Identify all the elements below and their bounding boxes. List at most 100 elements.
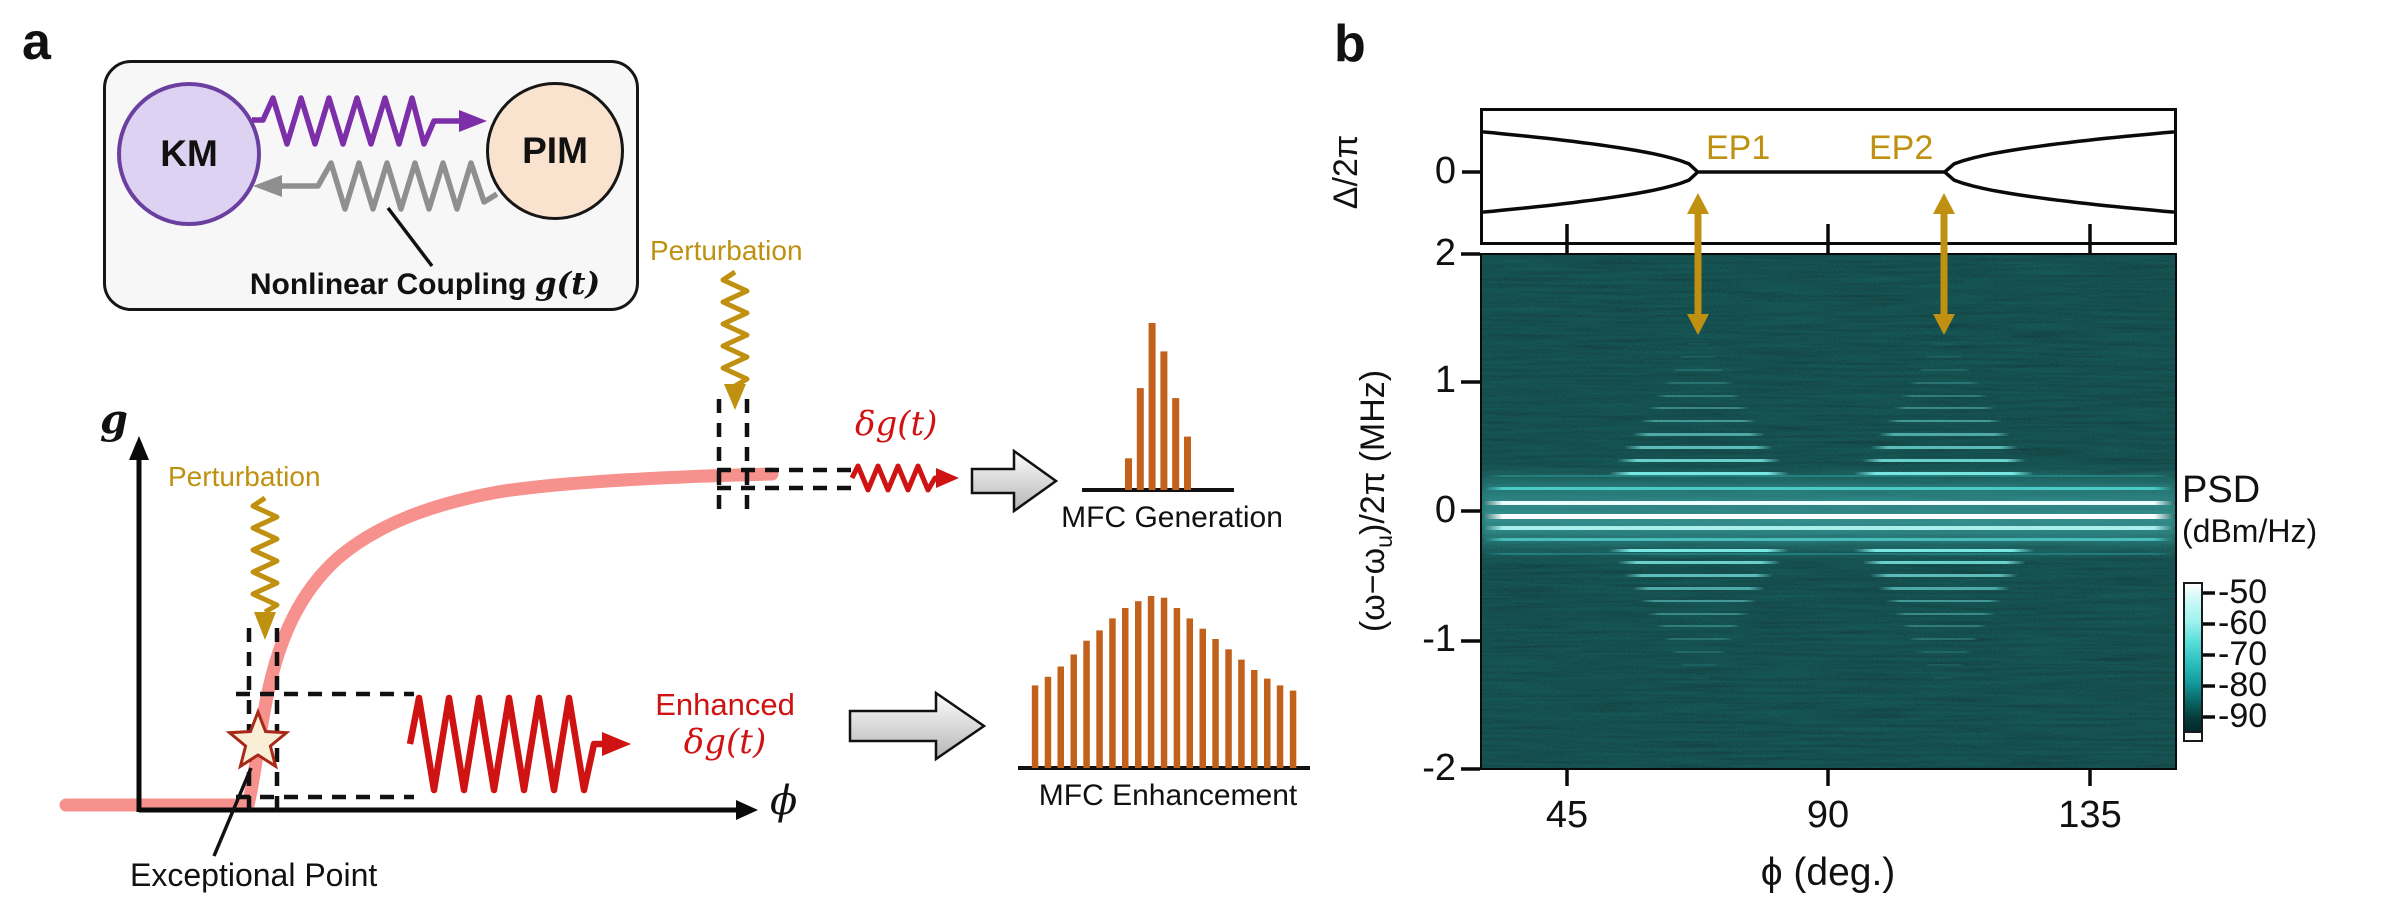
comb-bar [1122,608,1129,768]
psd-comb-line [1877,587,2011,590]
ytick-neg2: -2 [1422,747,1456,789]
perturbation-label-upper: Perturbation [650,235,803,266]
comb-bar [1160,351,1168,490]
ytick-2: 2 [1434,232,1456,274]
psd-comb-line [1656,625,1742,628]
psd-comb-line [1687,676,1710,679]
g-phi-axes [129,436,758,820]
psd-comb-line [1933,343,1955,346]
psd-comb-line [1925,356,1963,359]
comb-bar [1096,630,1103,768]
heatmap-noise-texture [1482,255,2175,768]
psd-comb-line [1687,343,1710,346]
psd-colorbar [2183,582,2203,742]
psd-comb-line [1608,471,1789,475]
comb-bar [1251,670,1258,768]
comb-bar [1070,654,1077,768]
comb-bar [1225,649,1232,768]
ep-dashed-box [236,628,414,820]
psd-comb-line [1877,433,2011,436]
comb-bar [1160,597,1168,768]
psd-comb-line [1663,638,1734,641]
cbar-tick-neg60: -60 [2218,604,2268,642]
comb-bar [1148,323,1156,490]
comb-bar [1125,458,1132,490]
comb-bar [1083,640,1090,768]
perturbation-arrow-upper-icon [720,269,750,410]
panel-b-label: b [1334,15,1366,73]
psd-comb-line [1909,638,1979,641]
dg-wave-arrow-icon [849,463,959,493]
cbar-tick-neg50: -50 [2218,573,2268,611]
comb-bar [1184,436,1191,490]
psd-comb-line [1624,445,1773,449]
psd-comb-line [1648,612,1750,615]
mfc-generation-caption: MFC Generation [1061,501,1283,534]
omega-axis-sub: u [1370,534,1397,548]
psd-units-label: (dBm/Hz) [2182,513,2318,549]
psd-comb-line [1671,368,1726,371]
comb-bar [1172,398,1180,490]
carrier-glow-band [1482,465,2175,558]
psd-carrier-line [1482,538,2175,542]
psd-comb-line [1616,458,1781,462]
comb-bar [1044,676,1052,768]
comb-bar [1136,388,1144,490]
psd-label: PSD [2182,469,2261,511]
psd-comb-line [1854,471,2034,475]
psd-carrier-line [1482,526,2175,531]
topplot-bg [1480,108,2177,245]
enhanced-dg-label: δg(t) [683,722,767,762]
dg-label: δg(t) [855,404,938,444]
xtick-45: 45 [1545,794,1589,836]
psd-comb-line [1917,368,1971,371]
ep1-label: EP1 [1706,129,1771,167]
coupling-text: Nonlinear Coupling [249,268,535,301]
km-node: KM [117,82,261,226]
comb-bar [1264,678,1271,768]
psd-comb-line [1656,394,1742,397]
psd-carrier-line [1482,486,2175,490]
psd-comb-line [1861,561,2027,565]
bifurcation-curve [1482,130,2175,214]
eigenfrequency-splitting-plot [1480,108,2177,245]
psd-comb-line [1632,587,1765,590]
perturbation-arrow-lower-icon [250,495,280,640]
psd-comb-line [1616,561,1781,565]
cbar-tick-neg80: -80 [2218,666,2268,704]
coupling-math: g(t) [534,266,601,302]
mfc-generation-comb [1125,323,1191,490]
psd-comb-line [1679,663,1718,666]
psd-comb-line [1885,599,2003,602]
ytick-1: 1 [1434,359,1456,401]
exceptional-point-pointer-line [212,767,253,857]
comb-bar [1186,618,1193,768]
comb-bar [1238,659,1245,768]
psd-carrier-line [1482,500,2175,505]
xtick-135: 135 [2058,794,2122,836]
psd-carrier-line [1482,474,2175,477]
ytick-neg1: -1 [1422,618,1456,660]
xtick-90: 90 [1806,794,1850,836]
psd-heatmap [1480,253,2177,770]
comb-bar [1057,666,1064,768]
mfc-enhancement-comb [1031,596,1297,768]
mfc-enhancement-caption: MFC Enhancement [1038,779,1298,812]
comb-bar [1147,596,1155,768]
psd-comb-line [1901,625,1987,628]
comb-bar [1109,618,1116,768]
phi-axis-label: ϕ [770,778,798,824]
enhanced-word: Enhanced [655,687,795,722]
psd-comb-line [1663,381,1734,384]
cbar-tick-neg70: -70 [2218,635,2268,673]
colorbar-underflow-chip [2185,731,2201,740]
topplot-ytick-0: 0 [1434,150,1456,192]
psd-comb-line [1869,445,2019,449]
exceptional-point-star-icon [225,707,291,770]
enhanced-dg-wave-arrow-icon [406,694,631,794]
psd-carrier-line [1482,514,2175,520]
pim-label: PIM [522,130,588,171]
nonlinear-coupling-caption: Nonlinear Coupling g(t) [225,266,625,302]
panel-a-label: a [22,13,51,71]
comb-bar [1135,601,1142,768]
